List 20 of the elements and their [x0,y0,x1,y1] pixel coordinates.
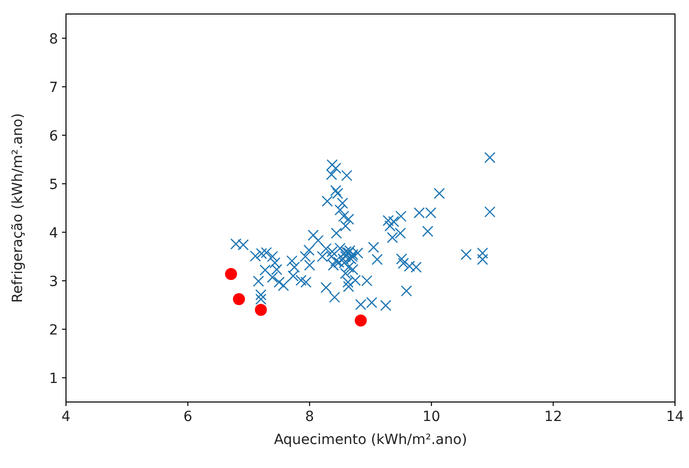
x-tick-label: 10 [422,409,440,425]
x-tick-label: 12 [544,409,562,425]
y-axis-title: Refrigeração (kWh/m².ano) [10,113,26,303]
y-tick-label: 2 [49,322,58,338]
point [254,304,267,316]
x-tick-label: 8 [305,409,314,425]
y-tick-label: 7 [49,80,58,96]
x-tick-label: 14 [666,409,684,425]
y-tick-label: 3 [49,274,58,290]
point [225,268,238,280]
x-tick-label: 6 [183,409,192,425]
x-axis-title: Aquecimento (kWh/m².ano) [274,432,468,448]
point [354,314,367,327]
x-tick-label: 4 [62,409,71,425]
y-tick-label: 1 [49,370,58,387]
y-tick-label: 4 [49,225,58,242]
y-tick-label: 5 [49,176,58,193]
point [232,293,245,306]
y-tick-label: 6 [49,128,58,144]
y-tick-label: 8 [49,31,58,48]
